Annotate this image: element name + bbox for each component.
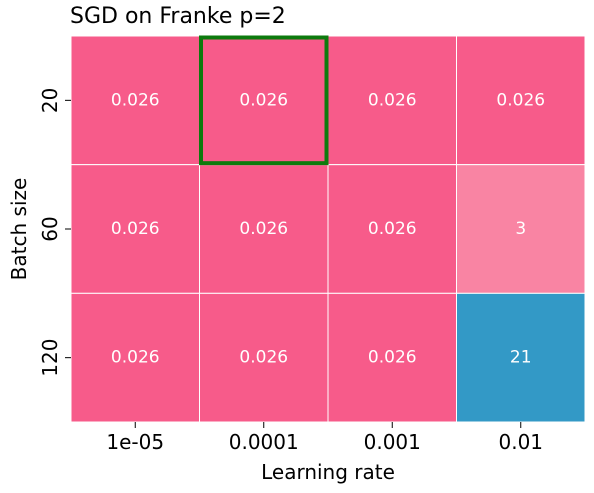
- heatmap-cell: [456, 164, 586, 294]
- cell-label: 0.026: [368, 219, 417, 239]
- heatmap-cell: [327, 35, 457, 166]
- cell-label: 0.026: [368, 348, 417, 368]
- heatmap-cell: [199, 292, 329, 423]
- heatmap-cell: [456, 292, 586, 423]
- x-tick-label: 0.01: [498, 430, 543, 454]
- cell-label: 0.026: [111, 219, 160, 239]
- cell-label: 0.026: [368, 90, 417, 110]
- heatmap-cell: [456, 35, 586, 166]
- highlight-box: [199, 35, 329, 166]
- cell-label: 0.026: [111, 90, 160, 110]
- cell-label: 0.026: [239, 348, 288, 368]
- y-tick-label: 120: [38, 339, 62, 377]
- y-tick-label: 20: [38, 88, 62, 113]
- x-tick-label: 0.0001: [229, 430, 299, 454]
- heatmap-cell: [327, 164, 457, 294]
- y-tick-label: 60: [38, 216, 62, 241]
- cell-label: 0.026: [111, 348, 160, 368]
- x-axis-label: Learning rate: [261, 460, 395, 484]
- cell-label: 0.026: [239, 90, 288, 110]
- chart-title: SGD on Franke p=2: [70, 4, 286, 29]
- y-axis-label: Batch size: [7, 178, 31, 281]
- heatmap-cell: [70, 35, 200, 166]
- cell-label: 0.026: [496, 90, 545, 110]
- cell-label: 0.026: [239, 219, 288, 239]
- x-tick-label: 0.001: [364, 430, 421, 454]
- x-tick-label: 1e-05: [106, 430, 164, 454]
- cell-label: 3: [515, 219, 526, 239]
- cell-label: 21: [510, 348, 532, 368]
